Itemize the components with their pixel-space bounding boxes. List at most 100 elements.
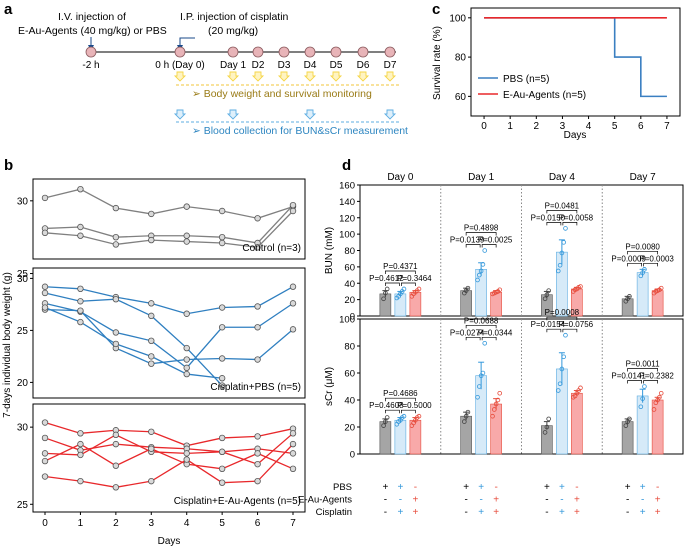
panel-b-letter: b bbox=[4, 157, 13, 174]
b-xlabel: Days bbox=[158, 536, 181, 547]
timeline-dot bbox=[330, 46, 342, 58]
c-axes-frame bbox=[470, 7, 681, 117]
d-bracket bbox=[562, 328, 578, 333]
b-xtick-label: 3 bbox=[149, 518, 155, 529]
b-data-point bbox=[112, 204, 120, 212]
d-bar bbox=[651, 290, 664, 317]
b-data-point bbox=[148, 445, 155, 452]
b-series-line bbox=[44, 210, 294, 249]
d-bracket bbox=[562, 222, 578, 226]
b-data-point bbox=[183, 364, 190, 372]
d-ytick-label: 100 bbox=[339, 230, 355, 241]
d-pvalue: P=0.0154 bbox=[531, 320, 566, 329]
d-data-point bbox=[658, 285, 664, 291]
d-legend-row-label: PBS bbox=[333, 482, 352, 493]
b-data-point bbox=[148, 236, 155, 244]
d-data-point bbox=[544, 424, 550, 430]
b-data-point bbox=[77, 451, 84, 459]
d-legend-sign: - bbox=[384, 507, 387, 518]
d-legend-sign: - bbox=[626, 495, 629, 506]
d-ylabel: sCr (μM) bbox=[324, 367, 335, 406]
d-bracket bbox=[546, 328, 562, 333]
d-data-point bbox=[384, 286, 390, 292]
d-pvalue: P=0.2382 bbox=[639, 372, 674, 381]
d-legend-sign: - bbox=[560, 495, 563, 506]
b-data-point bbox=[218, 434, 226, 442]
b-panel-label: Cisplatin+E-Au-Agents (n=5) bbox=[174, 496, 301, 507]
d-legend-sign: + bbox=[412, 507, 418, 518]
b-series-line bbox=[44, 432, 294, 465]
d-data-point bbox=[555, 388, 561, 393]
b-data-point bbox=[77, 440, 84, 448]
b-data-point bbox=[77, 232, 84, 239]
d-ytick-label: 40 bbox=[344, 396, 355, 407]
panel-c-survival: c Survival rate (%) Days 0 1 2 3 4 5 6 7 60 80 100… bbox=[432, 1, 681, 141]
d-data-point bbox=[495, 397, 501, 403]
b-data-point bbox=[183, 203, 190, 210]
d-data-point bbox=[542, 296, 548, 302]
c-ytick-label: 60 bbox=[455, 92, 467, 103]
monitor-arrow-icon bbox=[383, 71, 397, 82]
b-data-point bbox=[183, 344, 190, 352]
d-ytick-label: 0 bbox=[350, 312, 355, 323]
monitor-arrow-icon bbox=[329, 71, 343, 82]
timeline-label: Day 1 bbox=[220, 60, 247, 71]
d-pvalue: P=0.0011 bbox=[626, 360, 660, 369]
d-pvalue: P=0.0688 bbox=[464, 316, 499, 325]
d-legend-sign: + bbox=[478, 482, 484, 493]
b-data-point bbox=[41, 229, 49, 237]
d-data-point bbox=[627, 416, 632, 422]
b-data-point bbox=[41, 473, 49, 480]
b-data-point bbox=[112, 329, 120, 336]
d-bar bbox=[636, 395, 649, 455]
d-data-point bbox=[578, 284, 583, 289]
b-series-line bbox=[44, 292, 223, 386]
d-legend-sign: - bbox=[479, 495, 482, 506]
b-data-point bbox=[77, 298, 84, 305]
d-pvalue: P=0.0009 bbox=[611, 254, 646, 263]
d-legend-sign: - bbox=[464, 495, 467, 506]
b-data-point bbox=[112, 462, 120, 469]
blood-arrow-icon bbox=[303, 109, 317, 120]
d-bracket bbox=[465, 232, 497, 236]
c-xtick-label: 3 bbox=[560, 121, 566, 132]
timeline-label: D7 bbox=[384, 60, 397, 71]
d-bar bbox=[409, 291, 422, 317]
b-xtick-label: 4 bbox=[184, 518, 190, 529]
d-data-point bbox=[546, 416, 551, 422]
d-pvalue: P=0.0003 bbox=[639, 254, 674, 263]
d-bracket bbox=[465, 336, 481, 341]
d-bracket bbox=[401, 282, 416, 286]
d-bracket bbox=[401, 409, 416, 414]
d-data-point bbox=[563, 332, 568, 338]
d-bracket bbox=[481, 336, 497, 341]
b-ytick-label: 20 bbox=[17, 378, 29, 389]
d-data-point bbox=[651, 407, 657, 412]
c-xtick-label: 0 bbox=[481, 121, 487, 132]
c-ytick-label: 100 bbox=[449, 13, 466, 24]
b-xtick-label: 5 bbox=[219, 518, 225, 529]
d-ytick-label: 120 bbox=[339, 213, 355, 224]
d-bracket bbox=[385, 409, 400, 414]
d-pvalue: P=0.0058 bbox=[559, 213, 594, 222]
b-data-point bbox=[254, 303, 261, 310]
d-data-point bbox=[480, 262, 486, 267]
d-legend-row-label: E-Au-Agents bbox=[298, 495, 352, 506]
b-ytick-label: 30 bbox=[17, 196, 29, 207]
b-data-point bbox=[289, 201, 297, 209]
timeline-label: D6 bbox=[357, 60, 370, 71]
timeline-dot bbox=[357, 46, 369, 58]
timeline-dot bbox=[384, 46, 396, 58]
b-series-line bbox=[44, 443, 294, 488]
b-data-point bbox=[183, 238, 190, 245]
d-data-point bbox=[497, 287, 503, 293]
b-data-point bbox=[289, 430, 297, 437]
c-ylabel: Survival rate (%) bbox=[432, 26, 443, 100]
d-ytick-label: 20 bbox=[344, 423, 355, 434]
b-data-point bbox=[112, 484, 120, 491]
d-bracket bbox=[385, 270, 416, 274]
d-legend-sign: - bbox=[494, 482, 497, 493]
d-pvalue: P=0.4371 bbox=[383, 262, 418, 271]
d-day-header: Day 4 bbox=[549, 172, 576, 183]
